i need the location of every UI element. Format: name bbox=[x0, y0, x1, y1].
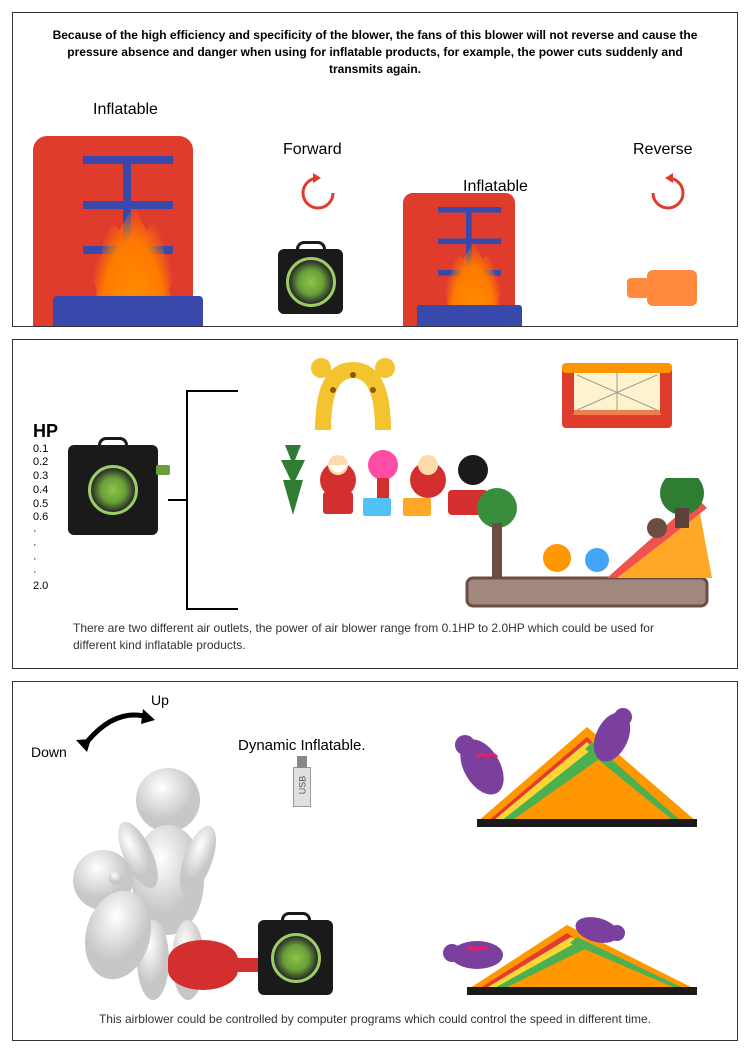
panel-hp-range: HP 0.1 0.2 0.3 0.4 0.5 0.6 · · · · 2.0 bbox=[12, 339, 738, 669]
arrow-ccw-icon bbox=[293, 168, 343, 218]
arrow-curve-icon bbox=[73, 702, 163, 762]
panel2-description: There are two different air outlets, the… bbox=[73, 620, 677, 654]
bounce-house-icon bbox=[557, 355, 677, 430]
hp-scale: HP 0.1 0.2 0.3 0.4 0.5 0.6 · · · · 2.0 bbox=[33, 420, 58, 594]
panel3-description: This airblower could be controlled by co… bbox=[53, 1012, 697, 1026]
panel-dynamic-inflatable: Up Down Dynamic Inflatable. bbox=[12, 681, 738, 1041]
usb-label: USB bbox=[297, 776, 307, 795]
dino-slide-down-icon bbox=[437, 875, 707, 995]
red-base-icon bbox=[168, 940, 238, 990]
arrow-cw-icon bbox=[643, 168, 693, 218]
label-forward: Forward bbox=[283, 141, 342, 159]
blower-icon bbox=[278, 249, 343, 314]
panel-forward-reverse: Because of the high efficiency and speci… bbox=[12, 12, 738, 327]
hp-label: HP bbox=[33, 420, 58, 443]
blower-main-icon bbox=[68, 445, 158, 535]
inflatable-products-group bbox=[243, 350, 717, 608]
bracket-icon bbox=[186, 390, 236, 610]
dino-slide-up-icon bbox=[437, 707, 707, 827]
label-inflatable-left: Inflatable bbox=[93, 101, 158, 119]
inflatable-large-icon bbox=[33, 136, 193, 326]
panel1-description: Because of the high efficiency and speci… bbox=[13, 13, 737, 87]
jungle-slide-icon bbox=[457, 478, 717, 608]
inflatable-small-icon bbox=[403, 193, 515, 326]
label-down: Down bbox=[31, 744, 67, 760]
blower-dynamic-icon bbox=[258, 920, 333, 995]
label-reverse: Reverse bbox=[633, 141, 693, 159]
blower-orange-icon bbox=[647, 270, 697, 306]
label-dynamic: Dynamic Inflatable. bbox=[238, 737, 366, 754]
giraffe-arch-icon bbox=[303, 350, 403, 430]
